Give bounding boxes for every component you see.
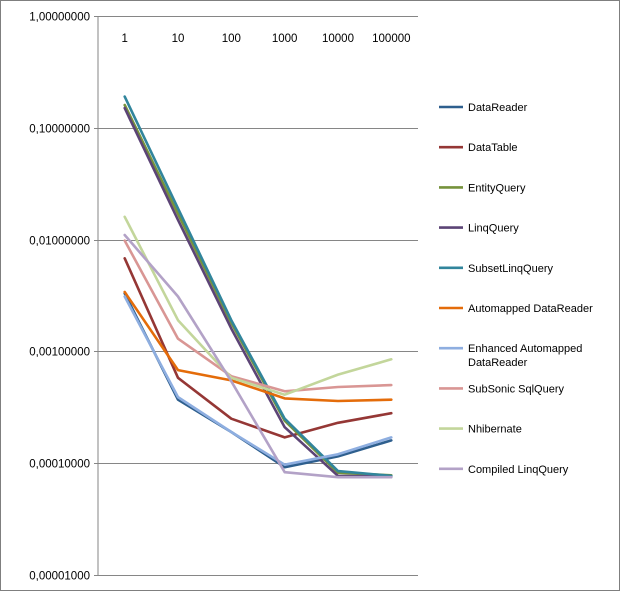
y-tick-label: 0,00100000	[29, 347, 90, 359]
x-tick-label: 1000	[272, 33, 298, 45]
x-tick-label: 100000	[372, 33, 410, 45]
series-line	[123, 95, 393, 478]
x-tick-label: 100	[222, 33, 241, 45]
legend-label-line: EntityQuery	[468, 182, 526, 194]
series-line	[123, 295, 393, 467]
legend-label-line: Enhanced Automapped	[468, 343, 582, 355]
y-tick-label: 0,01000000	[29, 236, 90, 248]
legend-label: SubsetLinqQuery	[468, 263, 553, 275]
x-tick-label: 1	[121, 33, 127, 45]
legend: DataReader DataTable EntityQuery LinqQuery S…	[439, 102, 593, 476]
y-tick-label: 0,00010000	[29, 459, 90, 471]
series-line	[123, 239, 393, 393]
legend-label: Nhibernate	[468, 424, 522, 436]
legend-label: Enhanced Automapped DataReader	[468, 343, 582, 369]
y-tick-label: 0,00001000	[29, 571, 90, 583]
series-lines	[123, 95, 393, 479]
legend-label-line: DataReader	[468, 357, 528, 369]
series-line	[123, 215, 393, 397]
legend-label: Automapped DataReader	[468, 303, 593, 315]
legend-label-line: Nhibernate	[468, 424, 522, 436]
x-axis: 1 10 100 1000 10000 100000	[121, 33, 410, 45]
legend-label: DataTable	[468, 142, 518, 154]
legend-label-line: LinqQuery	[468, 223, 519, 235]
legend-label: DataReader	[468, 102, 528, 114]
legend-label-line: DataReader	[468, 102, 528, 114]
legend-label-line: SubsetLinqQuery	[468, 263, 553, 275]
legend-label: EntityQuery	[468, 182, 526, 194]
legend-label: LinqQuery	[468, 223, 519, 235]
y-axis: 1,00000000 0,10000000 0,01000000 0,00100000…	[29, 12, 98, 583]
series-line	[123, 256, 393, 439]
gridlines	[98, 16, 418, 576]
legend-label-line: Automapped DataReader	[468, 303, 593, 315]
legend-label-line: Compiled LinqQuery	[468, 464, 569, 476]
legend-label: SubSonic SqlQuery	[468, 383, 564, 395]
y-tick-label: 0,10000000	[29, 124, 90, 136]
y-tick-label: 1,00000000	[29, 12, 90, 24]
series-line	[123, 290, 393, 403]
series-line	[123, 233, 393, 479]
legend-label: Compiled LinqQuery	[468, 464, 569, 476]
x-tick-label: 10000	[322, 33, 354, 45]
legend-label-line: SubSonic SqlQuery	[468, 383, 564, 395]
legend-label-line: DataTable	[468, 142, 518, 154]
x-tick-label: 10	[172, 33, 185, 45]
